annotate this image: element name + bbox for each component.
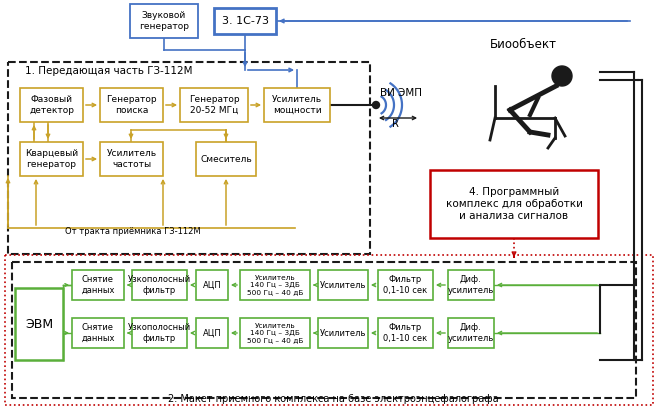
Circle shape <box>372 102 380 109</box>
FancyBboxPatch shape <box>180 88 248 122</box>
FancyBboxPatch shape <box>378 270 433 300</box>
FancyBboxPatch shape <box>378 318 433 348</box>
FancyBboxPatch shape <box>318 318 368 348</box>
FancyBboxPatch shape <box>130 4 198 38</box>
FancyBboxPatch shape <box>72 270 124 300</box>
Text: Усилитель
140 Гц – 3ДБ
500 Гц – 40 дБ: Усилитель 140 Гц – 3ДБ 500 Гц – 40 дБ <box>247 275 303 295</box>
FancyBboxPatch shape <box>72 318 124 348</box>
Text: Снятие
данных: Снятие данных <box>81 275 114 295</box>
Text: Фильтр
0,1-10 сек: Фильтр 0,1-10 сек <box>384 275 428 295</box>
Text: Генератор
20-52 МГц: Генератор 20-52 МГц <box>189 95 240 115</box>
Text: Диф.
усилитель: Диф. усилитель <box>448 275 494 295</box>
Text: ВИ ЭМП: ВИ ЭМП <box>380 88 422 98</box>
Text: АЦП: АЦП <box>203 328 221 337</box>
FancyBboxPatch shape <box>318 270 368 300</box>
FancyBboxPatch shape <box>240 270 310 300</box>
Text: Усилитель: Усилитель <box>320 328 367 337</box>
FancyBboxPatch shape <box>196 270 228 300</box>
FancyBboxPatch shape <box>15 288 63 360</box>
Text: R: R <box>392 119 399 129</box>
Text: Кварцевый
генератор: Кварцевый генератор <box>25 149 78 169</box>
Text: Диф.
усилитель: Диф. усилитель <box>448 323 494 343</box>
Text: 4. Программный
комплекс для обработки
и анализа сигналов: 4. Программный комплекс для обработки и … <box>445 187 582 221</box>
FancyBboxPatch shape <box>132 270 187 300</box>
FancyBboxPatch shape <box>20 88 83 122</box>
FancyBboxPatch shape <box>100 142 163 176</box>
FancyBboxPatch shape <box>240 318 310 348</box>
Text: Узкополосный
фильтр: Узкополосный фильтр <box>128 323 191 343</box>
FancyBboxPatch shape <box>132 318 187 348</box>
FancyBboxPatch shape <box>448 318 494 348</box>
Text: 3. 1С-73: 3. 1С-73 <box>222 16 268 26</box>
Text: 2. Макет приемного комплекса на базе электроэнцефалографа: 2. Макет приемного комплекса на базе эле… <box>168 394 499 404</box>
FancyBboxPatch shape <box>430 170 598 238</box>
Text: ЭВМ: ЭВМ <box>25 318 53 330</box>
Text: Генератор
поиска: Генератор поиска <box>106 95 157 115</box>
FancyBboxPatch shape <box>196 142 256 176</box>
Text: Усилитель
140 Гц – 3ДБ
500 Гц – 40 дБ: Усилитель 140 Гц – 3ДБ 500 Гц – 40 дБ <box>247 323 303 343</box>
Text: Усилитель
частоты: Усилитель частоты <box>107 149 157 169</box>
FancyBboxPatch shape <box>20 142 83 176</box>
Text: АЦП: АЦП <box>203 280 221 289</box>
Text: Звуковой
генератор: Звуковой генератор <box>139 11 189 31</box>
Text: Смеситель: Смеситель <box>200 155 252 164</box>
FancyBboxPatch shape <box>264 88 330 122</box>
Text: Узкополосный
фильтр: Узкополосный фильтр <box>128 275 191 295</box>
Text: Фазовый
детектор: Фазовый детектор <box>29 95 74 115</box>
Text: Снятие
данных: Снятие данных <box>81 323 114 343</box>
Text: Усилитель: Усилитель <box>320 280 367 289</box>
Text: От тракта приёмника ГЗ-112М: От тракта приёмника ГЗ-112М <box>65 227 201 236</box>
FancyBboxPatch shape <box>448 270 494 300</box>
Text: Усилитель
мощности: Усилитель мощности <box>272 95 322 115</box>
Circle shape <box>552 66 572 86</box>
FancyBboxPatch shape <box>100 88 163 122</box>
Text: 1. Передающая часть ГЗ-112М: 1. Передающая часть ГЗ-112М <box>25 66 193 76</box>
Text: Фильтр
0,1-10 сек: Фильтр 0,1-10 сек <box>384 323 428 343</box>
FancyBboxPatch shape <box>214 8 276 34</box>
Text: Биообъект: Биообъект <box>490 38 557 51</box>
FancyBboxPatch shape <box>196 318 228 348</box>
